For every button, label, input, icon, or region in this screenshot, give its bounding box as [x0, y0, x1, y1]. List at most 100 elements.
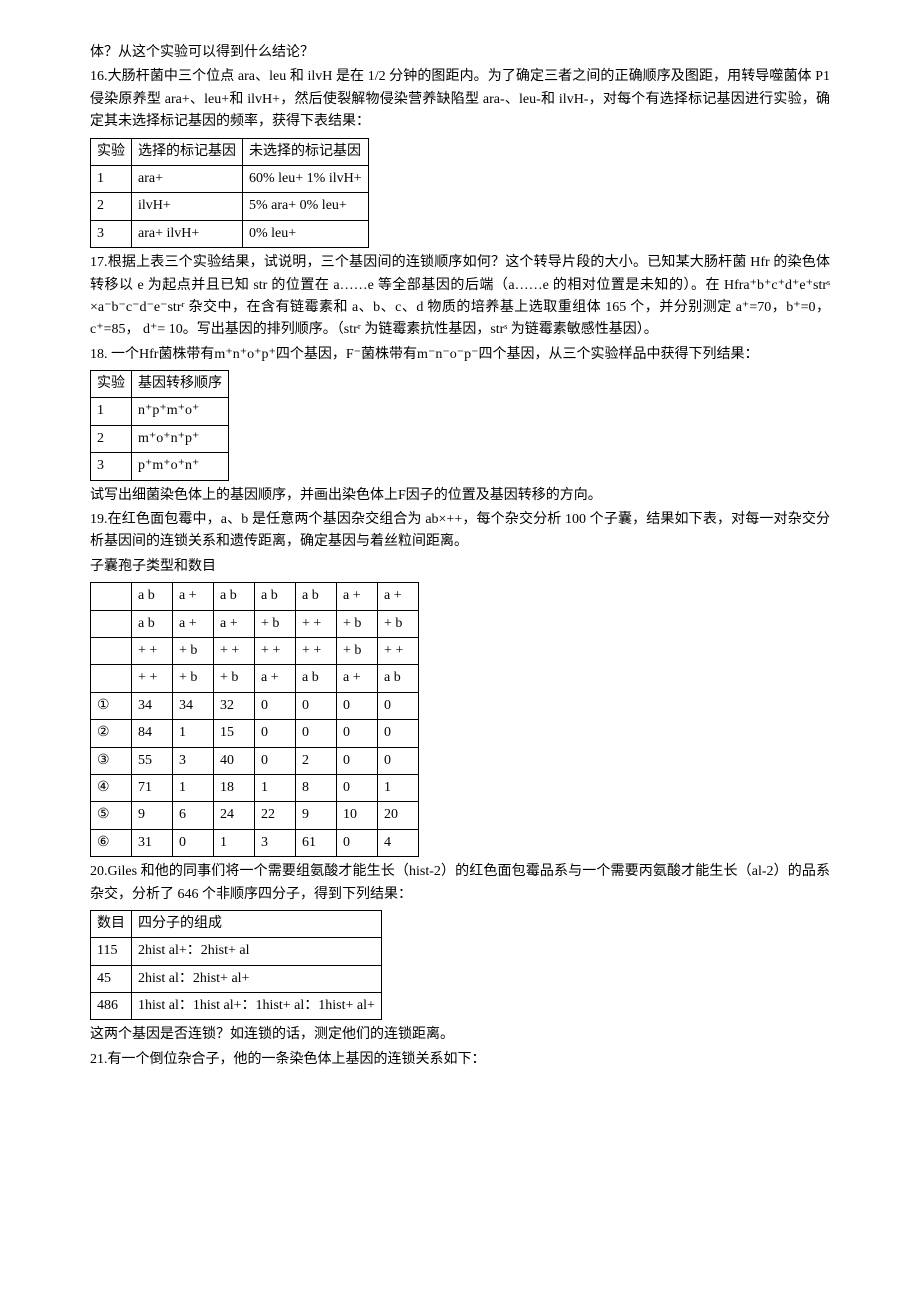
table-cell: 0	[337, 747, 378, 774]
table-cell: 0	[296, 720, 337, 747]
table-cell: a +	[173, 583, 214, 610]
table-cell: 2hist al：2hist+ al+	[132, 965, 382, 992]
table-cell: 1	[255, 774, 296, 801]
table-cell: 0	[255, 747, 296, 774]
table-cell: a b	[296, 665, 337, 692]
table-cell: ⑥	[91, 829, 132, 856]
table-cell: p⁺m⁺o⁺n⁺	[132, 453, 229, 480]
table-cell: 1	[214, 829, 255, 856]
table-cell: + +	[132, 637, 173, 664]
table-row: a ba +a ++ b+ ++ b+ b	[91, 610, 419, 637]
table-cell: 5% ara+ 0% leu+	[243, 193, 369, 220]
table-header: 实验	[91, 371, 132, 398]
table-cell: + +	[296, 610, 337, 637]
table-cell: a b	[296, 583, 337, 610]
table-cell: a +	[214, 610, 255, 637]
table-cell: + b	[214, 665, 255, 692]
table-row: ③553400200	[91, 747, 419, 774]
table-cell: + +	[378, 637, 419, 664]
table-cell: 24	[214, 802, 255, 829]
table-cell	[91, 665, 132, 692]
paragraph: 19.在红色面包霉中，a、b 是任意两个基因杂交组合为 ab×++，每个杂交分析…	[90, 509, 830, 554]
table-cell: ①	[91, 692, 132, 719]
table-cell: 0	[173, 829, 214, 856]
table-row: 2 m⁺o⁺n⁺p⁺	[91, 425, 229, 452]
table-tetrad: 数目 四分子的组成 115 2hist al+：2hist+ al 45 2hi…	[90, 910, 382, 1021]
table-header: 未选择的标记基因	[243, 138, 369, 165]
table-cell	[91, 637, 132, 664]
table-row: 数目 四分子的组成	[91, 910, 382, 937]
table-cell: 60% leu+ 1% ilvH+	[243, 165, 369, 192]
table-header: 数目	[91, 910, 132, 937]
paragraph: 17.根据上表三个实验结果，试说明，三个基因间的连锁顺序如何？这个转导片段的大小…	[90, 252, 830, 342]
table-cell: 32	[214, 692, 255, 719]
table-row: ②841150000	[91, 720, 419, 747]
table-cell: 0	[337, 774, 378, 801]
table-cell: 0	[337, 720, 378, 747]
table-cell: a b	[378, 665, 419, 692]
table-cell: 40	[214, 747, 255, 774]
table-cell: 2	[296, 747, 337, 774]
table-cell: 0	[378, 720, 419, 747]
table-cell: ⑤	[91, 802, 132, 829]
table-cell: 22	[255, 802, 296, 829]
table-cell: 61	[296, 829, 337, 856]
table-cell: + b	[173, 665, 214, 692]
table-cell: 2hist al+：2hist+ al	[132, 938, 382, 965]
table-cell: m⁺o⁺n⁺p⁺	[132, 425, 229, 452]
paragraph: 18. 一个Hfr菌株带有m⁺n⁺o⁺p⁺四个基因，F⁻菌株带有m⁻n⁻o⁻p⁻…	[90, 344, 830, 366]
table-row: ⑥310136104	[91, 829, 419, 856]
table-experiment-2: 实验 基因转移顺序 1 n⁺p⁺m⁺o⁺ 2 m⁺o⁺n⁺p⁺ 3 p⁺m⁺o⁺…	[90, 370, 229, 481]
table-cell: ②	[91, 720, 132, 747]
table-cell: 1	[91, 165, 132, 192]
table-cell: ilvH+	[132, 193, 243, 220]
table-cell: 34	[173, 692, 214, 719]
table-cell: 0	[378, 747, 419, 774]
table-cell: 0	[337, 829, 378, 856]
table-cell: 45	[91, 965, 132, 992]
paragraph: 16.大肠杆菌中三个位点 ara、leu 和 ilvH 是在 1/2 分钟的图距…	[90, 66, 830, 133]
table-cell: a +	[173, 610, 214, 637]
paragraph: 这两个基因是否连锁？如连锁的话，测定他们的连锁距离。	[90, 1024, 830, 1046]
table-cell: a +	[337, 583, 378, 610]
table-cell: 0	[255, 720, 296, 747]
table-cell: + b	[337, 610, 378, 637]
table-spores: a ba +a ba ba ba +a +a ba +a ++ b+ ++ b+…	[90, 582, 419, 857]
table-cell: + b	[378, 610, 419, 637]
table-cell: 10	[337, 802, 378, 829]
table-cell: 1	[173, 720, 214, 747]
paragraph: 试写出细菌染色体上的基因顺序，并画出染色体上F因子的位置及基因转移的方向。	[90, 485, 830, 507]
table-row: 115 2hist al+：2hist+ al	[91, 938, 382, 965]
table-cell: 2	[91, 425, 132, 452]
table-cell: ara+	[132, 165, 243, 192]
table-cell: + +	[255, 637, 296, 664]
table-cell: 84	[132, 720, 173, 747]
paragraph: 子囊孢子类型和数目	[90, 556, 830, 578]
table-cell: 3	[91, 220, 132, 247]
table-cell: 3	[255, 829, 296, 856]
table-cell: a +	[378, 583, 419, 610]
table-cell: 9	[132, 802, 173, 829]
table-row: 486 1hist al：1hist al+：1hist+ al：1hist+ …	[91, 993, 382, 1020]
table-cell: 18	[214, 774, 255, 801]
table-row: 1 n⁺p⁺m⁺o⁺	[91, 398, 229, 425]
table-row: 45 2hist al：2hist+ al+	[91, 965, 382, 992]
table-cell: 1	[91, 398, 132, 425]
paragraph: 20.Giles 和他的同事们将一个需要组氨酸才能生长（hist-2）的红色面包…	[90, 861, 830, 906]
table-row: 3 p⁺m⁺o⁺n⁺	[91, 453, 229, 480]
table-header: 四分子的组成	[132, 910, 382, 937]
table-experiment-1: 实验 选择的标记基因 未选择的标记基因 1 ara+ 60% leu+ 1% i…	[90, 138, 369, 249]
table-row: 实验 基因转移顺序	[91, 371, 229, 398]
table-cell: 0	[255, 692, 296, 719]
table-row: ④711181801	[91, 774, 419, 801]
table-cell: + b	[337, 637, 378, 664]
table-cell: 0% leu+	[243, 220, 369, 247]
table-cell: 0	[337, 692, 378, 719]
table-row: 2 ilvH+ 5% ara+ 0% leu+	[91, 193, 369, 220]
table-cell: a b	[132, 583, 173, 610]
table-cell: 9	[296, 802, 337, 829]
table-cell: a b	[132, 610, 173, 637]
table-cell: 55	[132, 747, 173, 774]
table-cell	[91, 583, 132, 610]
table-row: ⑤96242291020	[91, 802, 419, 829]
